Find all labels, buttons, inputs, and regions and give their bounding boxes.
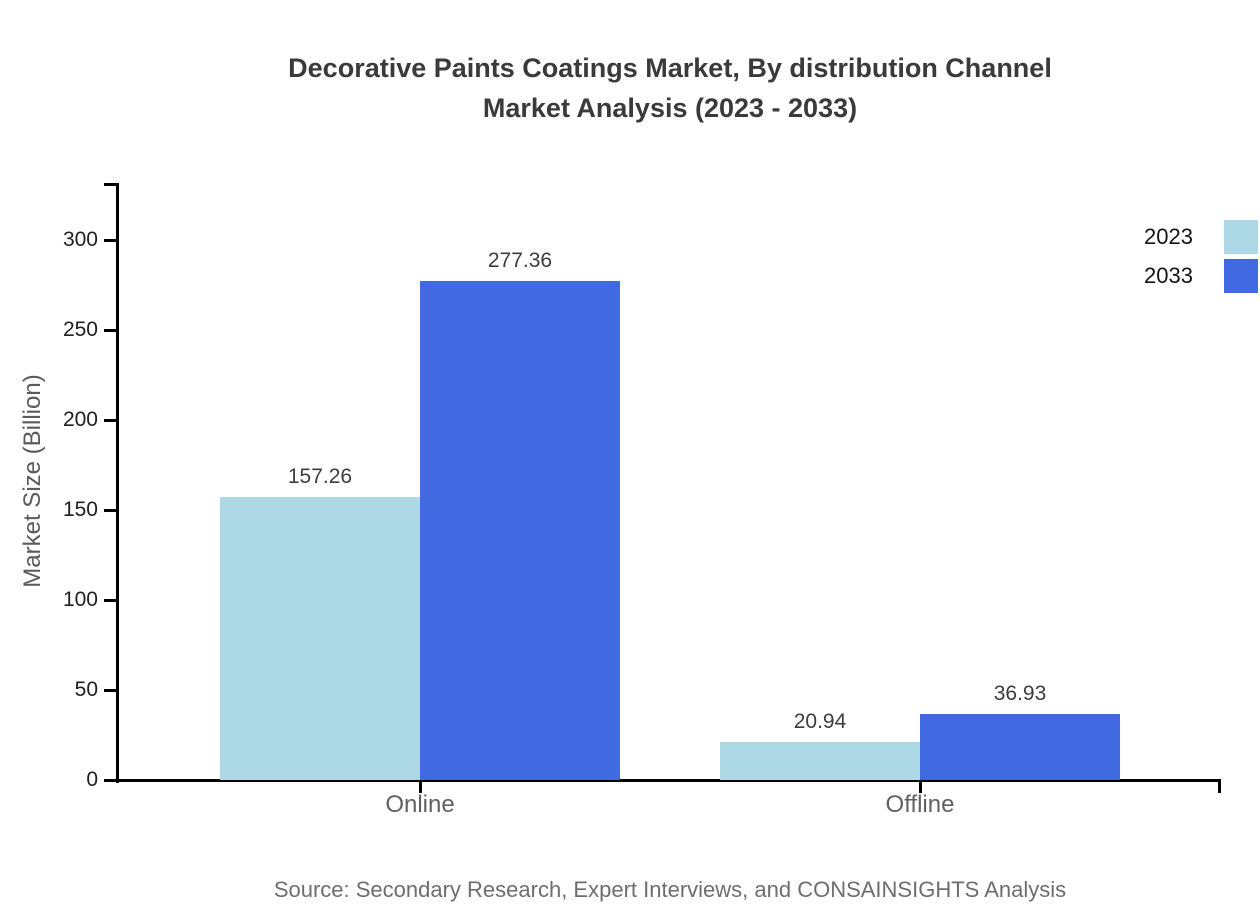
y-axis-line	[116, 183, 119, 783]
y-tick-mark	[104, 689, 116, 692]
y-tick-label: 150	[62, 498, 98, 521]
y-tick-mark	[104, 419, 116, 422]
y-tick-mark	[104, 509, 116, 512]
legend-swatch-2023-icon	[1224, 220, 1258, 254]
bar-2023-online	[220, 496, 420, 780]
y-tick-mark	[104, 239, 116, 242]
bar-2033-online	[420, 280, 620, 780]
x-axis-line	[116, 779, 1221, 782]
bar-2033-offline	[920, 713, 1120, 780]
y-tick-label: 250	[62, 318, 98, 341]
chart-title-line-2: Market Analysis (2023 - 2033)	[482, 93, 858, 123]
y-tick-label: 0	[86, 768, 98, 791]
value-label-2023-online: 157.26	[287, 464, 353, 488]
y-axis-end-tick-mark	[104, 183, 116, 186]
y-tick-label: 50	[74, 678, 98, 701]
x-tick-mark	[419, 781, 422, 793]
legend-item-2033: 2033	[1144, 259, 1258, 293]
source-attribution: Source: Secondary Research, Expert Inter…	[273, 877, 1067, 902]
y-tick-mark	[104, 779, 116, 782]
chart-title: Decorative Paints Coatings Market, By di…	[80, 48, 1260, 128]
x-tick-mark	[919, 781, 922, 793]
legend-swatch-2033-icon	[1224, 259, 1258, 293]
y-tick-mark	[104, 329, 116, 332]
y-tick-mark	[104, 599, 116, 602]
x-category-label-online: Online	[385, 791, 455, 818]
value-label-2033-online: 277.36	[487, 248, 553, 272]
x-axis-end-tick-mark	[1218, 781, 1221, 793]
chart-title-line-1: Decorative Paints Coatings Market, By di…	[288, 53, 1052, 83]
value-label-2023-offline: 20.94	[793, 710, 847, 734]
y-tick-label: 100	[62, 588, 98, 611]
legend-label-2023: 2023	[1144, 224, 1193, 249]
x-category-label-offline: Offline	[885, 791, 955, 818]
bar-2023-offline	[720, 742, 920, 780]
legend-item-2023: 2023	[1144, 220, 1258, 254]
value-label-2033-offline: 36.93	[993, 681, 1047, 705]
y-tick-label: 200	[62, 408, 98, 431]
legend-label-2033: 2033	[1144, 263, 1193, 288]
y-tick-label: 300	[62, 228, 98, 251]
